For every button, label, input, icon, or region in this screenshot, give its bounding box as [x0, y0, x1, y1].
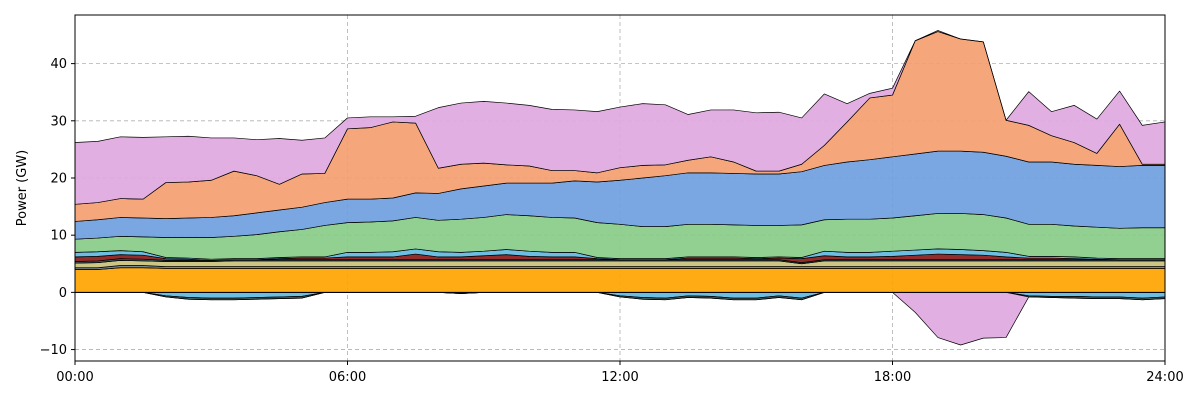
y-tick-label-3: 20: [50, 171, 67, 186]
x-axis-ticks: 00:00 06:00 12:00 18:00 24:00: [56, 361, 1184, 385]
x-tick-label-3: 18:00: [874, 370, 911, 385]
positive-area-2: [74, 260, 1166, 269]
y-axis-ticks: −10 0 10 20 30 40: [40, 57, 75, 358]
y-tick-label-2: 10: [50, 229, 67, 244]
y-axis-label: Power (GW): [15, 150, 30, 227]
y-tick-label-4: 30: [50, 114, 67, 129]
positive-areas: [74, 30, 1166, 293]
y-tick-label-0: −10: [40, 343, 67, 358]
positive-area-0: [74, 267, 1166, 293]
y-tick-label-5: 40: [50, 57, 67, 72]
x-tick-label-1: 06:00: [329, 370, 366, 385]
y-tick-label-1: 0: [59, 286, 67, 301]
x-tick-label-4: 24:00: [1146, 370, 1183, 385]
x-tick-label-2: 12:00: [601, 370, 638, 385]
x-tick-label-0: 00:00: [56, 370, 93, 385]
